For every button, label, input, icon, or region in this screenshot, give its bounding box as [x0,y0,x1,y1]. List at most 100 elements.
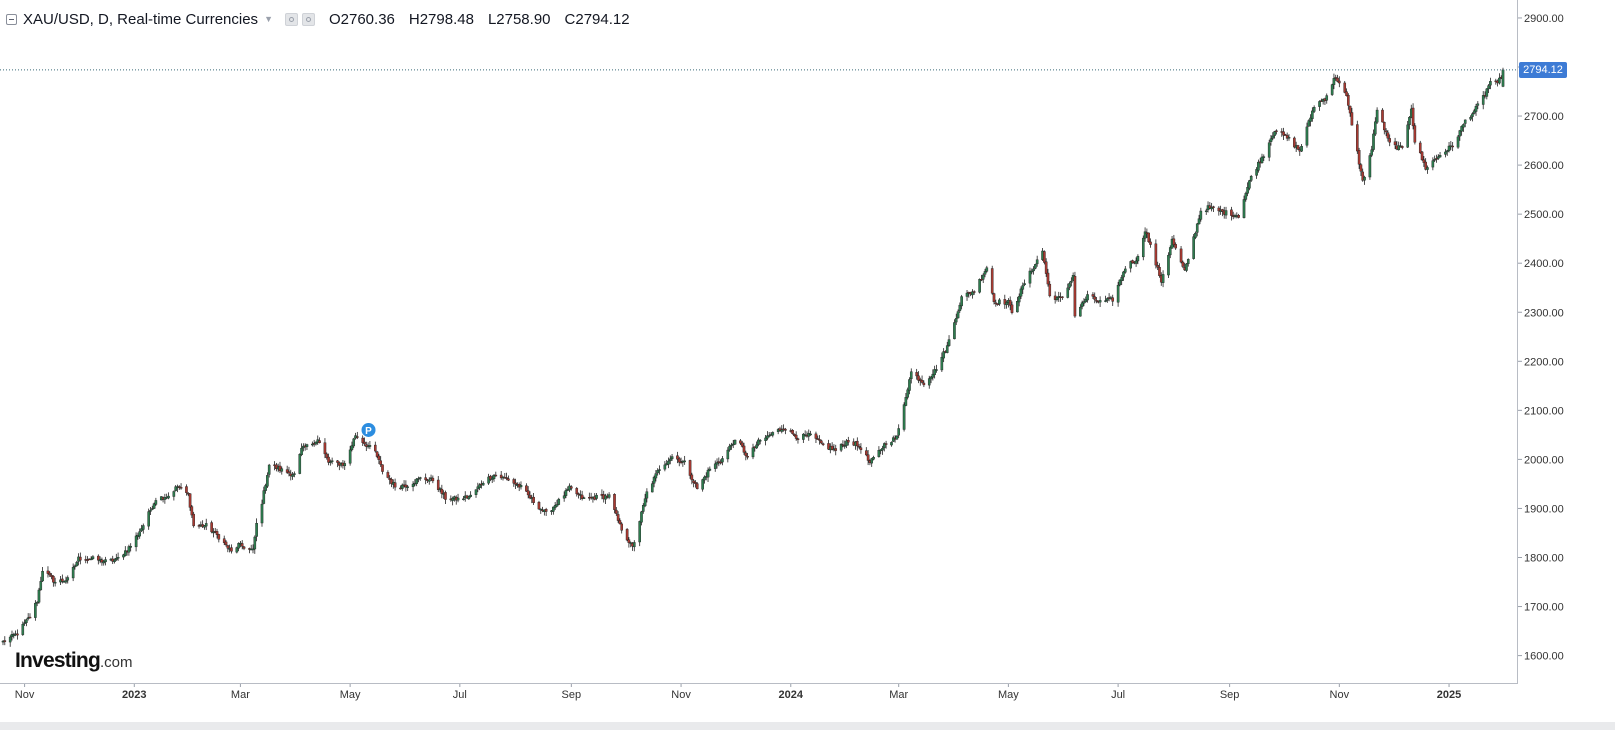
candle-body [890,442,893,446]
candle-body [478,484,481,488]
candle-body [972,291,976,293]
candle-body [557,498,561,505]
candle-body [190,506,194,516]
candle-body [575,488,579,495]
candle-body [1154,243,1158,266]
candle-body [1338,80,1341,84]
candle-body [25,619,28,623]
candle-body [37,589,41,603]
candle-body [1293,137,1296,148]
candle-body [1023,283,1026,285]
candle-body [1332,78,1336,85]
candle-body [1073,275,1077,317]
candle-body [922,382,926,386]
visibility-icon[interactable] [284,12,298,26]
candle-body [377,455,381,460]
candle-body [336,460,339,463]
candle-body [1400,146,1404,148]
candle-body [1161,274,1165,283]
candle-body [499,474,503,479]
candle-body [1411,107,1415,127]
candle-body [381,464,384,472]
candle-body [618,520,622,524]
candle-body [1192,236,1195,259]
candle-body [215,531,219,535]
candle-body [865,450,868,456]
candle-body [879,449,882,452]
candle-body [816,438,820,440]
candle-body [721,458,724,463]
candle-body [278,465,282,471]
collapse-legend-icon[interactable] [6,13,17,25]
candle-body [1388,138,1391,143]
candle-body [1357,150,1361,165]
candle-body [1431,160,1435,168]
candle-body [1131,260,1134,264]
candle-body [1420,151,1424,161]
settings-icon[interactable] [301,12,315,26]
candle-body [733,439,737,445]
candle-body [424,477,427,481]
candle-body [766,435,769,439]
candle-body [658,469,661,471]
candle-body [983,271,987,275]
candle-body [1106,298,1109,301]
candle-body [1129,261,1132,269]
candle-body [1093,296,1097,300]
candle-body [174,486,177,491]
candle-body [632,542,636,548]
symbol-title[interactable]: XAU/USD, D, Real-time Currencies [23,10,259,28]
candle-body [947,339,951,346]
candle-body [909,371,913,380]
candle-body [1375,109,1379,123]
candle-body [266,475,269,487]
candle-body [942,351,945,359]
candle-body [61,578,64,582]
candle-body [314,441,318,445]
candle-body [368,445,372,447]
candle-body [767,435,771,437]
candle-body [1118,279,1122,286]
candle-body [474,489,478,495]
candle-body [1179,248,1183,263]
candle-body [444,492,447,500]
candle-body [1134,260,1138,264]
candle-body [134,535,138,548]
candle-body [1267,142,1271,158]
candle-body [676,455,679,460]
candle-body [643,498,647,507]
chevron-down-icon[interactable]: ▼ [264,14,273,24]
candle-body [1318,101,1321,107]
candle-body [1305,126,1309,146]
candle-body [71,567,75,579]
candle-body [79,556,82,561]
candle-body [1382,122,1386,131]
candle-body [1149,241,1152,245]
candle-body [1359,164,1363,172]
candle-body [267,464,271,475]
candle-body [713,463,717,469]
candle-body [562,495,566,499]
candle-body [615,509,618,514]
candle-body [253,536,257,550]
candle-body [1181,261,1185,267]
candle-body [1086,294,1089,301]
candle-body [1444,151,1447,155]
candle-body [1368,155,1372,178]
candle-body [467,496,471,500]
time-tick-label: Nov [1330,689,1350,701]
candle-body [210,522,213,533]
candle-body [940,356,944,371]
candle-body [1249,176,1253,181]
candle-body [167,495,170,499]
scrollbar-strip[interactable] [0,722,1615,730]
candle-body [1397,145,1400,151]
candle-body [1451,145,1454,148]
candle-body [809,433,812,436]
candle-body [1487,85,1490,90]
candle-body [1066,287,1070,298]
candle-body [86,559,89,561]
candle-body [1471,113,1474,117]
candle-body [656,470,659,474]
